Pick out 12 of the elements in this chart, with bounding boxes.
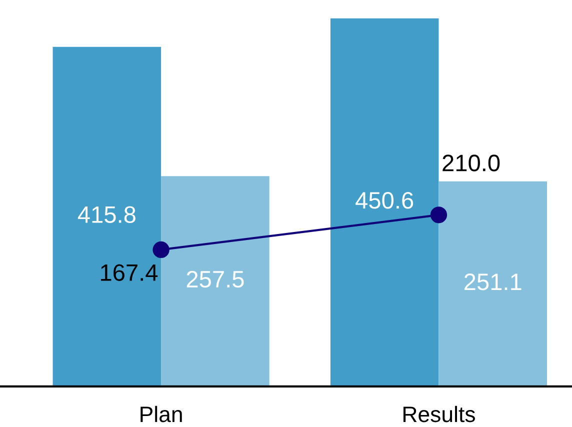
data-label: 167.4 (100, 264, 158, 281)
bar (52, 46, 162, 386)
bar (438, 181, 548, 386)
x-tick-label: Plan (140, 406, 182, 422)
x-tick-label: Results (403, 406, 475, 422)
data-label: 415.8 (78, 206, 136, 223)
bar (161, 176, 270, 386)
data-label: 251.1 (464, 274, 522, 290)
data-label: 450.6 (356, 192, 414, 209)
data-label: 210.0 (442, 154, 500, 172)
data-label: 257.5 (186, 270, 244, 288)
bar (330, 18, 439, 386)
